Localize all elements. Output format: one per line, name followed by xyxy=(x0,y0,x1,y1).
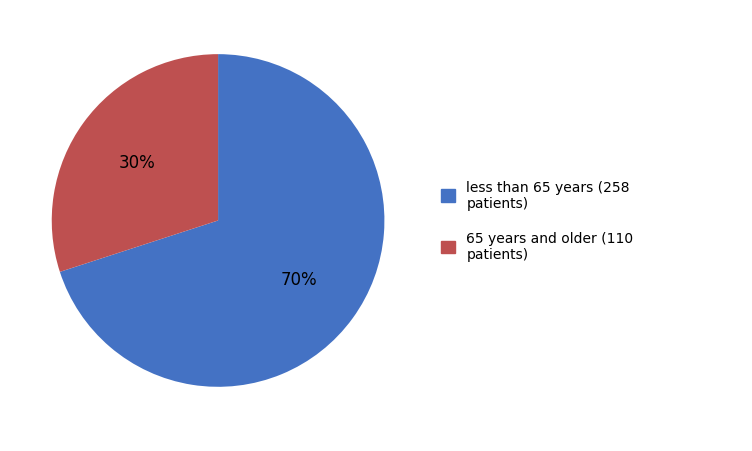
Text: 70%: 70% xyxy=(280,271,317,289)
Wedge shape xyxy=(52,55,218,272)
Wedge shape xyxy=(60,55,384,387)
Text: 30%: 30% xyxy=(119,153,156,171)
Legend: less than 65 years (258
patients), 65 years and older (110
patients): less than 65 years (258 patients), 65 ye… xyxy=(441,180,633,262)
